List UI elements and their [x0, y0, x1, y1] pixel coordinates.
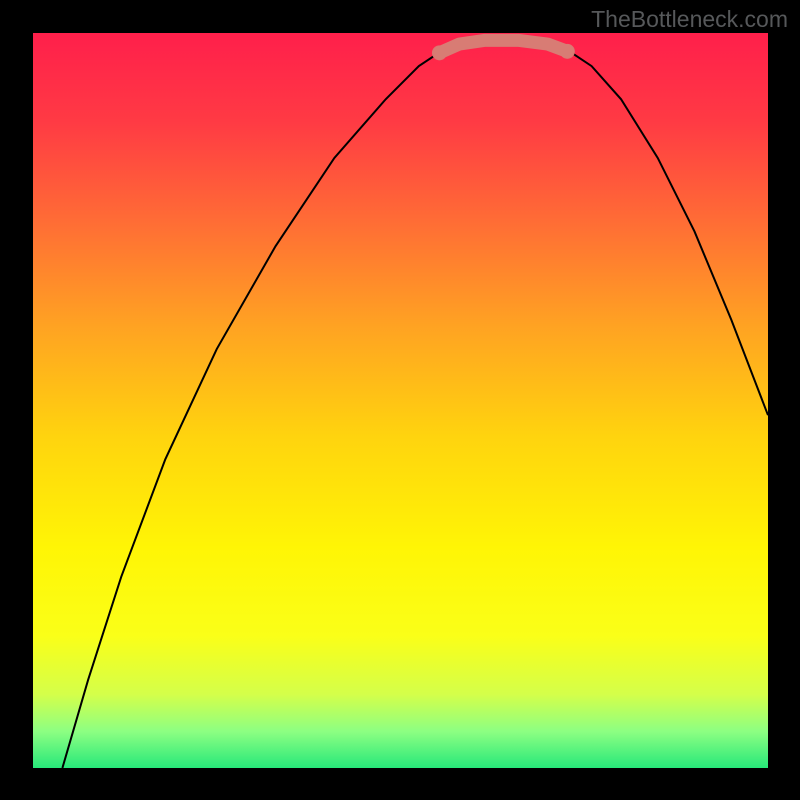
optimal-range-overlay — [439, 40, 567, 53]
bottleneck-chart: TheBottleneck.com — [0, 0, 800, 800]
attribution-label: TheBottleneck.com — [591, 6, 788, 33]
curve-layer — [33, 33, 768, 768]
optimal-range-right-marker — [560, 44, 575, 59]
bottleneck-curve — [62, 40, 768, 768]
optimal-range-left-marker — [432, 45, 447, 60]
